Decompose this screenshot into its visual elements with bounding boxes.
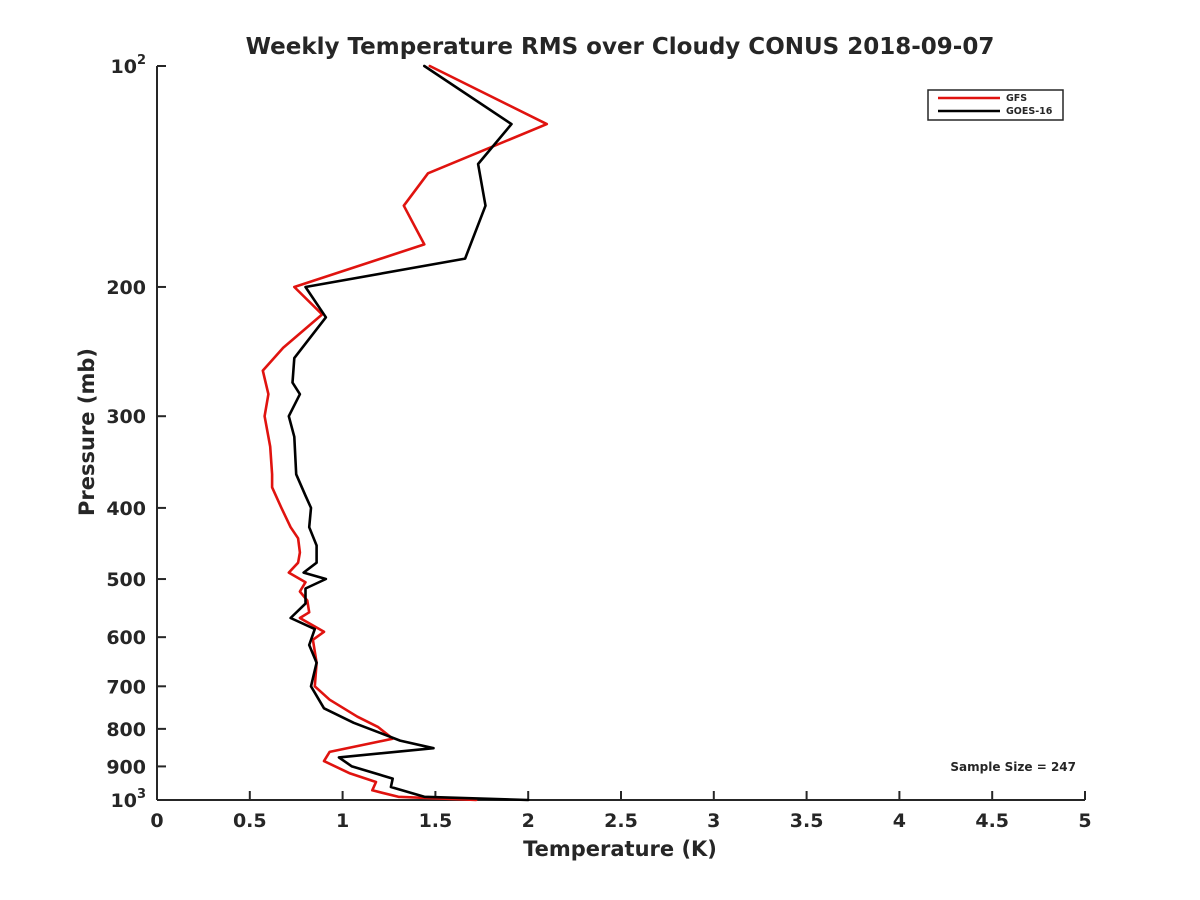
x-tick-label: 3.5 (790, 810, 824, 832)
series-line-goes-16 (287, 64, 530, 802)
y-tick-label: 300 (106, 406, 146, 428)
sample-size-annotation: Sample Size = 247 (950, 760, 1076, 774)
y-tick-label: 800 (106, 719, 146, 741)
x-tick-label: 3 (707, 810, 720, 832)
legend-label-gfs: GFS (1006, 93, 1027, 104)
x-tick-label: 0 (150, 810, 163, 832)
y-tick-label: 900 (106, 756, 146, 778)
y-tick-label: 102 (111, 53, 147, 78)
x-tick-label: 2.5 (604, 810, 638, 832)
legend: GFS GOES-16 (927, 89, 1064, 121)
legend-box (927, 89, 1064, 121)
x-axis: 0 0.5 1 1.5 2 2.5 3 3.5 4 4.5 5 (150, 791, 1092, 832)
y-tick-label: 600 (106, 627, 146, 649)
x-tick-label: 1 (336, 810, 349, 832)
x-tick-label: 5 (1078, 810, 1091, 832)
x-axis-label: Temperature (K) (523, 837, 717, 861)
chart-title: Weekly Temperature RMS over Cloudy CONUS… (246, 34, 995, 60)
x-tick-label: 4 (893, 810, 906, 832)
y-axis: 102 200 300 400 500 600 700 800 900 103 (106, 53, 166, 812)
y-tick-label: 103 (111, 787, 147, 812)
y-tick-label: 200 (106, 277, 146, 299)
legend-label-goes-16: GOES-16 (1006, 106, 1053, 117)
y-tick-label: 400 (106, 498, 146, 520)
x-tick-label: 2 (522, 810, 535, 832)
series-layer (261, 64, 549, 802)
x-tick-label: 1.5 (419, 810, 453, 832)
y-axis-label: Pressure (mb) (75, 348, 99, 516)
y-tick-label: 500 (106, 569, 146, 591)
x-tick-label: 4.5 (975, 810, 1009, 832)
x-tick-label: 0.5 (233, 810, 267, 832)
series-line-gfs (261, 64, 549, 802)
y-tick-label: 700 (106, 676, 146, 698)
